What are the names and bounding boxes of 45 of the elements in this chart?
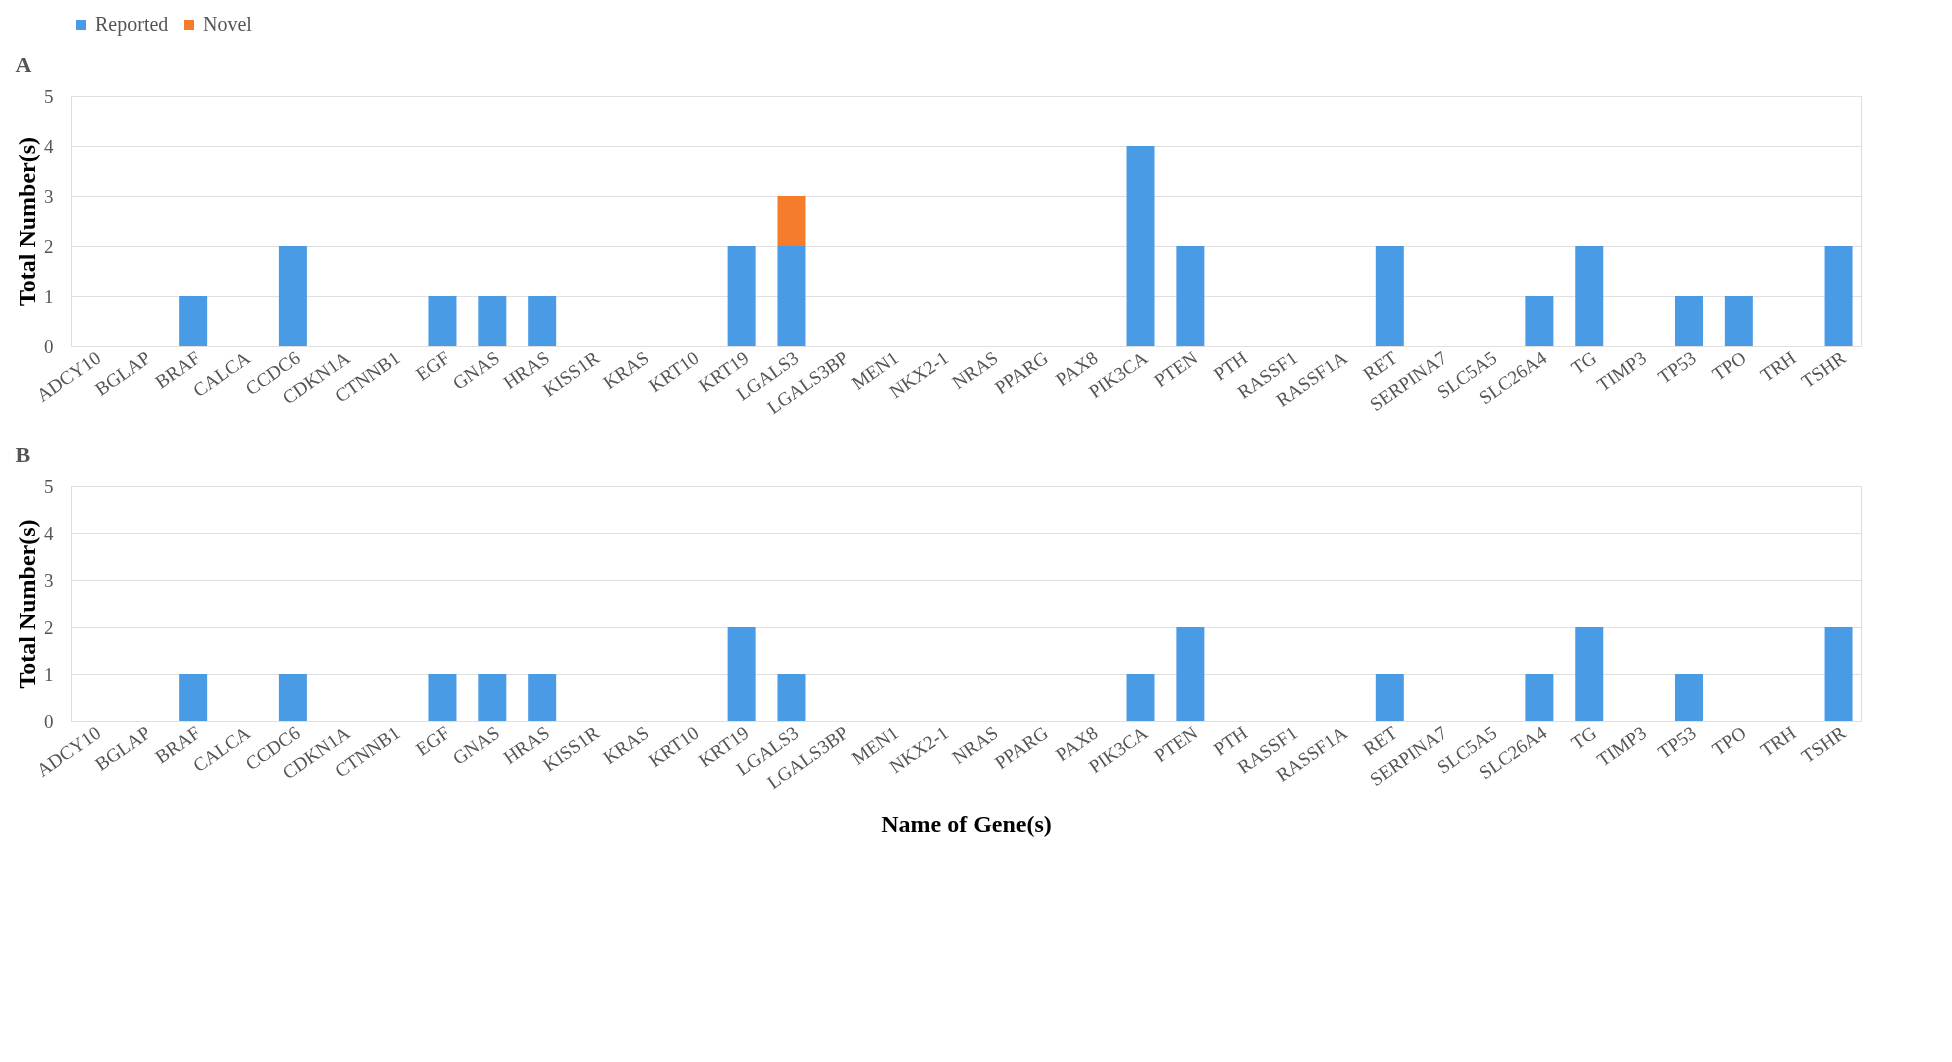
bar <box>777 196 806 246</box>
bar <box>1375 246 1404 346</box>
x-tick-label: TG <box>1567 721 1601 754</box>
x-tick-label: TPO <box>1708 721 1750 760</box>
y-tick-label: 0 <box>44 335 54 357</box>
x-tick-label: TRH <box>1756 721 1800 761</box>
bar <box>179 296 208 346</box>
legend-label: Novel <box>203 13 253 35</box>
y-axis-title: Total Number(s) <box>14 136 40 307</box>
x-axis-title: Name of Gene(s) <box>881 810 1052 837</box>
bar <box>1724 296 1753 346</box>
bar <box>1525 296 1554 346</box>
y-tick-label: 1 <box>44 663 54 685</box>
y-tick-label: 1 <box>44 285 54 307</box>
y-tick-label: 5 <box>44 85 54 107</box>
x-tick-label: TRH <box>1756 346 1800 386</box>
chart-title: A <box>15 52 32 77</box>
x-tick-label: TP53 <box>1654 346 1700 388</box>
bar <box>1824 246 1853 346</box>
bar <box>428 296 457 346</box>
bar <box>278 246 307 346</box>
bar <box>478 296 507 346</box>
y-tick-label: 2 <box>44 616 54 638</box>
y-tick-label: 2 <box>44 235 54 257</box>
bar <box>528 296 557 346</box>
y-tick-label: 4 <box>44 522 54 544</box>
legend-label: Reported <box>95 13 169 36</box>
x-tick-label: EGF <box>411 346 454 385</box>
chart-title: B <box>15 442 31 467</box>
bar <box>1176 246 1205 346</box>
bar <box>727 246 756 346</box>
y-tick-label: 3 <box>44 185 54 207</box>
x-tick-label: TPO <box>1708 346 1750 385</box>
y-tick-label: 5 <box>44 475 54 497</box>
bar <box>1575 246 1604 346</box>
bar <box>1674 296 1703 346</box>
x-tick-label: EGF <box>411 721 454 760</box>
bar <box>777 246 806 346</box>
x-tick-label: TP53 <box>1654 721 1700 763</box>
y-tick-label: 3 <box>44 569 54 591</box>
x-tick-label: TG <box>1567 346 1601 379</box>
y-axis-title: Total Number(s) <box>14 519 40 689</box>
y-tick-label: 4 <box>44 135 54 157</box>
y-tick-label: 0 <box>44 710 54 732</box>
bar <box>1126 146 1155 346</box>
